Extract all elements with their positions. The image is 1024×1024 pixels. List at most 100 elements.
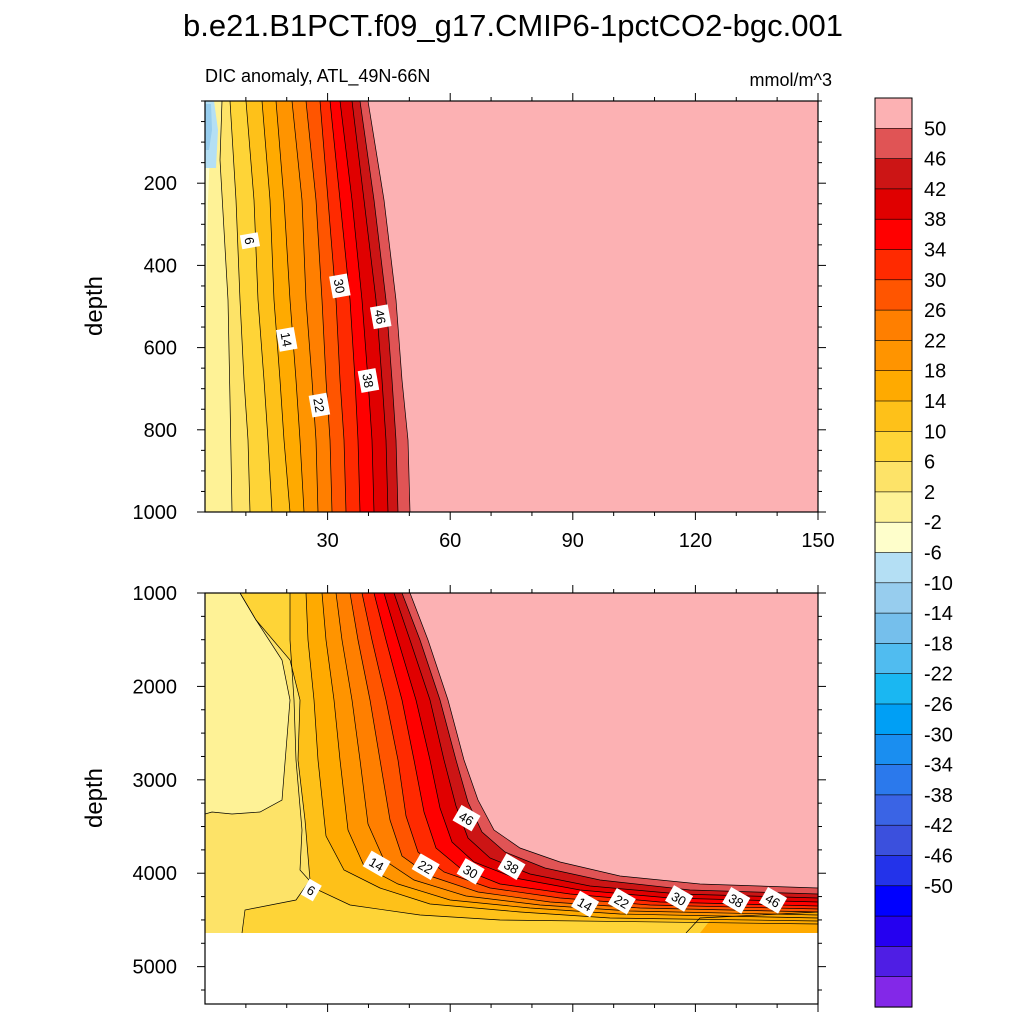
top-panel-contour-lines xyxy=(219,101,411,512)
colorbar-swatch xyxy=(874,400,913,432)
colorbar-label: -46 xyxy=(924,846,953,868)
colorbar-label: 18 xyxy=(924,361,946,383)
bottom-line-42 xyxy=(401,593,818,895)
contour-label-box xyxy=(607,887,636,915)
top-fill-minus6 xyxy=(205,101,214,512)
contour-label-box xyxy=(308,392,331,418)
contour-label-text: 6 xyxy=(241,236,257,246)
colorbar-swatch xyxy=(874,309,913,342)
top-line-26 xyxy=(319,101,347,512)
colorbar-label: -14 xyxy=(924,603,953,625)
contour-label-box xyxy=(239,232,261,250)
contour-label-text: 46 xyxy=(763,891,783,911)
contour-label: 6 xyxy=(300,878,322,902)
x-tick-label: 90 xyxy=(562,530,584,552)
contour-labels: 6 14 22 30 38 46 6 14 22 30 38 46 14 22 30 38 46 xyxy=(239,232,788,918)
contour-label-box xyxy=(300,878,322,902)
colorbar-label: 14 xyxy=(924,391,946,413)
bottom-line-46 xyxy=(409,593,818,889)
colorbar-label: 10 xyxy=(924,421,946,443)
contour-label-box xyxy=(665,885,694,912)
x-tick-label: 120 xyxy=(679,530,712,552)
bottom-y-axis-label: depth xyxy=(81,768,108,828)
x-tick-label: 60 xyxy=(439,530,461,552)
top-panel-fills xyxy=(205,101,818,512)
contour-label: 30 xyxy=(665,885,694,912)
colorbar-label: 34 xyxy=(924,240,946,262)
colorbar-label: 50 xyxy=(924,118,946,140)
colorbar-label: -42 xyxy=(924,815,953,837)
contour-label: 14 xyxy=(362,850,391,878)
colorbar-label: -18 xyxy=(924,633,953,655)
contour-label-text: 14 xyxy=(278,331,295,348)
colorbar-swatch xyxy=(874,612,913,644)
contour-label: 6 xyxy=(239,232,261,250)
colorbar-swatch xyxy=(874,491,913,523)
contour-label-text: 22 xyxy=(612,892,632,912)
top-line-30 xyxy=(329,101,361,512)
contour-label-box xyxy=(275,326,298,352)
colorbar-swatch xyxy=(874,340,913,372)
top-line-42 xyxy=(359,101,399,512)
contour-label-text: 46 xyxy=(372,308,389,325)
y-tick-label: 1000 xyxy=(133,583,178,605)
colorbar-label: -2 xyxy=(924,512,942,534)
colorbar-label: 26 xyxy=(924,300,946,322)
y-tick-label: 800 xyxy=(144,420,177,442)
contour-label: 22 xyxy=(308,392,331,418)
colorbar: 50 46 42 38 34 30 26 22 18 14 10 6 2 -2 -6 -10 -14 -18 -22… xyxy=(874,97,953,1008)
y-tick-label: 4000 xyxy=(133,863,178,885)
colorbar-label: -10 xyxy=(924,573,953,595)
colorbar-frame xyxy=(874,97,913,1008)
colorbar-swatch xyxy=(874,764,913,796)
colorbar-swatch xyxy=(874,946,913,978)
colorbar-swatch xyxy=(874,218,913,251)
bottom-fill-minus2 xyxy=(205,593,290,814)
colorbar-swatch xyxy=(874,855,913,887)
top-line-10 xyxy=(261,101,291,512)
bottom-panel-fills xyxy=(205,593,818,933)
top-line-2 xyxy=(229,101,251,512)
top-line-18 xyxy=(291,101,319,512)
top-fill-negative-deep xyxy=(205,104,212,150)
contour-label-box xyxy=(452,804,481,832)
main-title: b.e21.B1PCT.f09_g17.CMIP6-1pctCO2-bgc.00… xyxy=(183,8,843,43)
contour-label: 38 xyxy=(722,887,751,914)
contour-label: 46 xyxy=(452,804,481,832)
contour-label-box xyxy=(497,853,526,880)
colorbar-swatch xyxy=(874,188,913,220)
contour-label-text: 22 xyxy=(310,397,327,414)
colorbar-swatch xyxy=(874,915,913,947)
colorbar-swatch xyxy=(874,673,913,705)
colorbar-swatch xyxy=(874,430,913,463)
colorbar-label: -34 xyxy=(924,755,953,777)
contour-label-box xyxy=(571,890,600,918)
contour-label-text: 46 xyxy=(456,808,476,828)
colorbar-swatch xyxy=(874,128,913,160)
colorbar-swatch xyxy=(874,885,913,917)
contour-label-text: 38 xyxy=(726,891,746,911)
contour-label-box xyxy=(411,853,440,880)
axis-ticks xyxy=(197,93,826,1012)
colorbar-label: -26 xyxy=(924,694,953,716)
colorbar-label: -30 xyxy=(924,724,953,746)
bottom-line-minus2 xyxy=(205,593,291,815)
contour-label: 22 xyxy=(411,853,440,880)
top-line-6 xyxy=(245,101,273,512)
bottom-fill-18 xyxy=(205,593,818,933)
bottom-line-2 xyxy=(239,593,311,933)
colorbar-swatch xyxy=(874,461,913,493)
top-y-axis-label: depth xyxy=(81,276,108,336)
bottom-line-30 xyxy=(373,593,818,907)
left-subtitle: DIC anomaly, ATL_49N-66N xyxy=(205,66,430,87)
colorbar-swatch xyxy=(874,279,913,311)
colorbar-label: 6 xyxy=(924,452,935,474)
contour-label-text: 30 xyxy=(460,862,480,882)
contour-label-box xyxy=(369,304,392,330)
axis-tick-labels: 30 60 90 120 150 200 400 600 800 1000 1000 2000 3000… xyxy=(133,173,835,978)
contour-label: 30 xyxy=(329,273,351,299)
colorbar-swatch xyxy=(874,97,913,129)
colorbar-label: 22 xyxy=(924,330,946,352)
contour-label-text: 38 xyxy=(501,857,521,877)
contour-label-box xyxy=(329,273,351,299)
